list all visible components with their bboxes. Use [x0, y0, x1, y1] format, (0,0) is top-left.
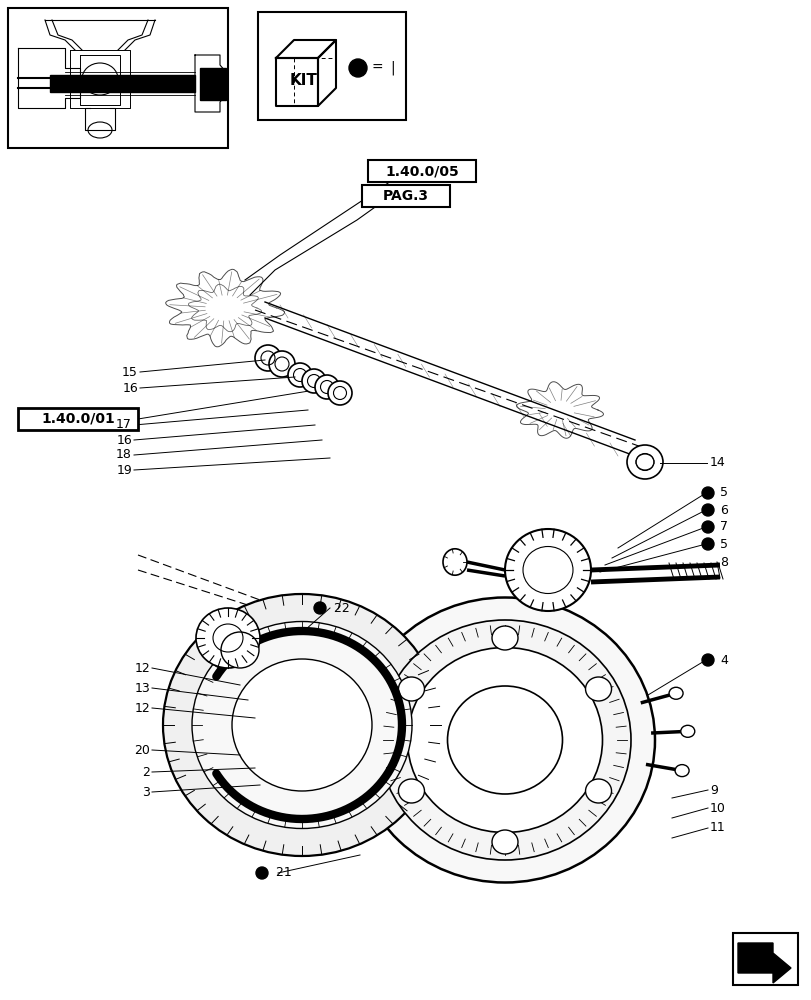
- Circle shape: [702, 521, 713, 533]
- Bar: [18, 408, 138, 430]
- Ellipse shape: [379, 620, 630, 860]
- Text: 7: 7: [719, 520, 727, 534]
- Text: 1.40.0/05: 1.40.0/05: [384, 164, 458, 178]
- Circle shape: [314, 602, 325, 614]
- Text: 18: 18: [116, 448, 132, 462]
- Ellipse shape: [232, 659, 371, 791]
- Bar: [258, 12, 406, 120]
- Ellipse shape: [585, 677, 611, 701]
- Ellipse shape: [491, 830, 517, 854]
- Text: KIT: KIT: [290, 73, 318, 88]
- Circle shape: [702, 654, 713, 666]
- Ellipse shape: [585, 779, 611, 803]
- Text: 17: 17: [116, 418, 132, 432]
- Ellipse shape: [398, 779, 424, 803]
- Text: |: |: [389, 61, 394, 75]
- Text: 19: 19: [116, 464, 132, 477]
- Text: 16: 16: [116, 434, 132, 446]
- Bar: [362, 185, 449, 207]
- Text: 10: 10: [709, 801, 725, 814]
- Ellipse shape: [668, 687, 682, 699]
- Text: 20: 20: [134, 743, 150, 756]
- Text: =: =: [371, 61, 383, 75]
- Text: 6: 6: [719, 504, 727, 516]
- Circle shape: [255, 867, 268, 879]
- Text: 1.40.0/01: 1.40.0/01: [41, 412, 114, 426]
- Text: 22: 22: [329, 601, 350, 614]
- Text: 13: 13: [134, 682, 150, 694]
- Ellipse shape: [328, 381, 351, 405]
- Text: 9: 9: [709, 784, 717, 796]
- Ellipse shape: [191, 621, 411, 828]
- Ellipse shape: [288, 363, 311, 387]
- Text: 3: 3: [142, 786, 150, 798]
- Ellipse shape: [221, 632, 259, 668]
- Bar: [367, 160, 475, 182]
- Text: PAG.3: PAG.3: [383, 189, 428, 203]
- Ellipse shape: [443, 549, 466, 575]
- Ellipse shape: [255, 345, 281, 371]
- Text: 5: 5: [719, 538, 727, 550]
- Bar: [8, 8, 228, 148]
- Text: 12: 12: [134, 662, 150, 674]
- Text: 8: 8: [719, 556, 727, 568]
- Bar: [732, 933, 797, 985]
- Circle shape: [349, 59, 367, 77]
- Ellipse shape: [163, 594, 440, 856]
- Ellipse shape: [354, 597, 654, 882]
- Text: 21: 21: [272, 866, 291, 880]
- Ellipse shape: [315, 375, 338, 399]
- Ellipse shape: [680, 725, 694, 737]
- Ellipse shape: [491, 626, 517, 650]
- Ellipse shape: [398, 677, 424, 701]
- Ellipse shape: [407, 648, 602, 832]
- Polygon shape: [200, 68, 225, 100]
- Polygon shape: [737, 943, 790, 983]
- Polygon shape: [50, 75, 195, 92]
- Text: 16: 16: [122, 381, 138, 394]
- Text: 12: 12: [134, 702, 150, 714]
- Ellipse shape: [504, 529, 590, 611]
- Text: 11: 11: [709, 821, 725, 834]
- Ellipse shape: [302, 369, 325, 393]
- Ellipse shape: [195, 608, 260, 668]
- Text: 2: 2: [142, 766, 150, 778]
- Text: 5: 5: [719, 487, 727, 499]
- Text: 4: 4: [719, 654, 727, 666]
- Circle shape: [702, 538, 713, 550]
- Circle shape: [702, 504, 713, 516]
- Text: 14: 14: [709, 456, 725, 470]
- Text: 15: 15: [122, 365, 138, 378]
- Ellipse shape: [626, 445, 663, 479]
- Ellipse shape: [674, 765, 689, 777]
- Ellipse shape: [268, 351, 294, 377]
- Ellipse shape: [627, 446, 661, 478]
- Ellipse shape: [447, 686, 562, 794]
- Circle shape: [702, 487, 713, 499]
